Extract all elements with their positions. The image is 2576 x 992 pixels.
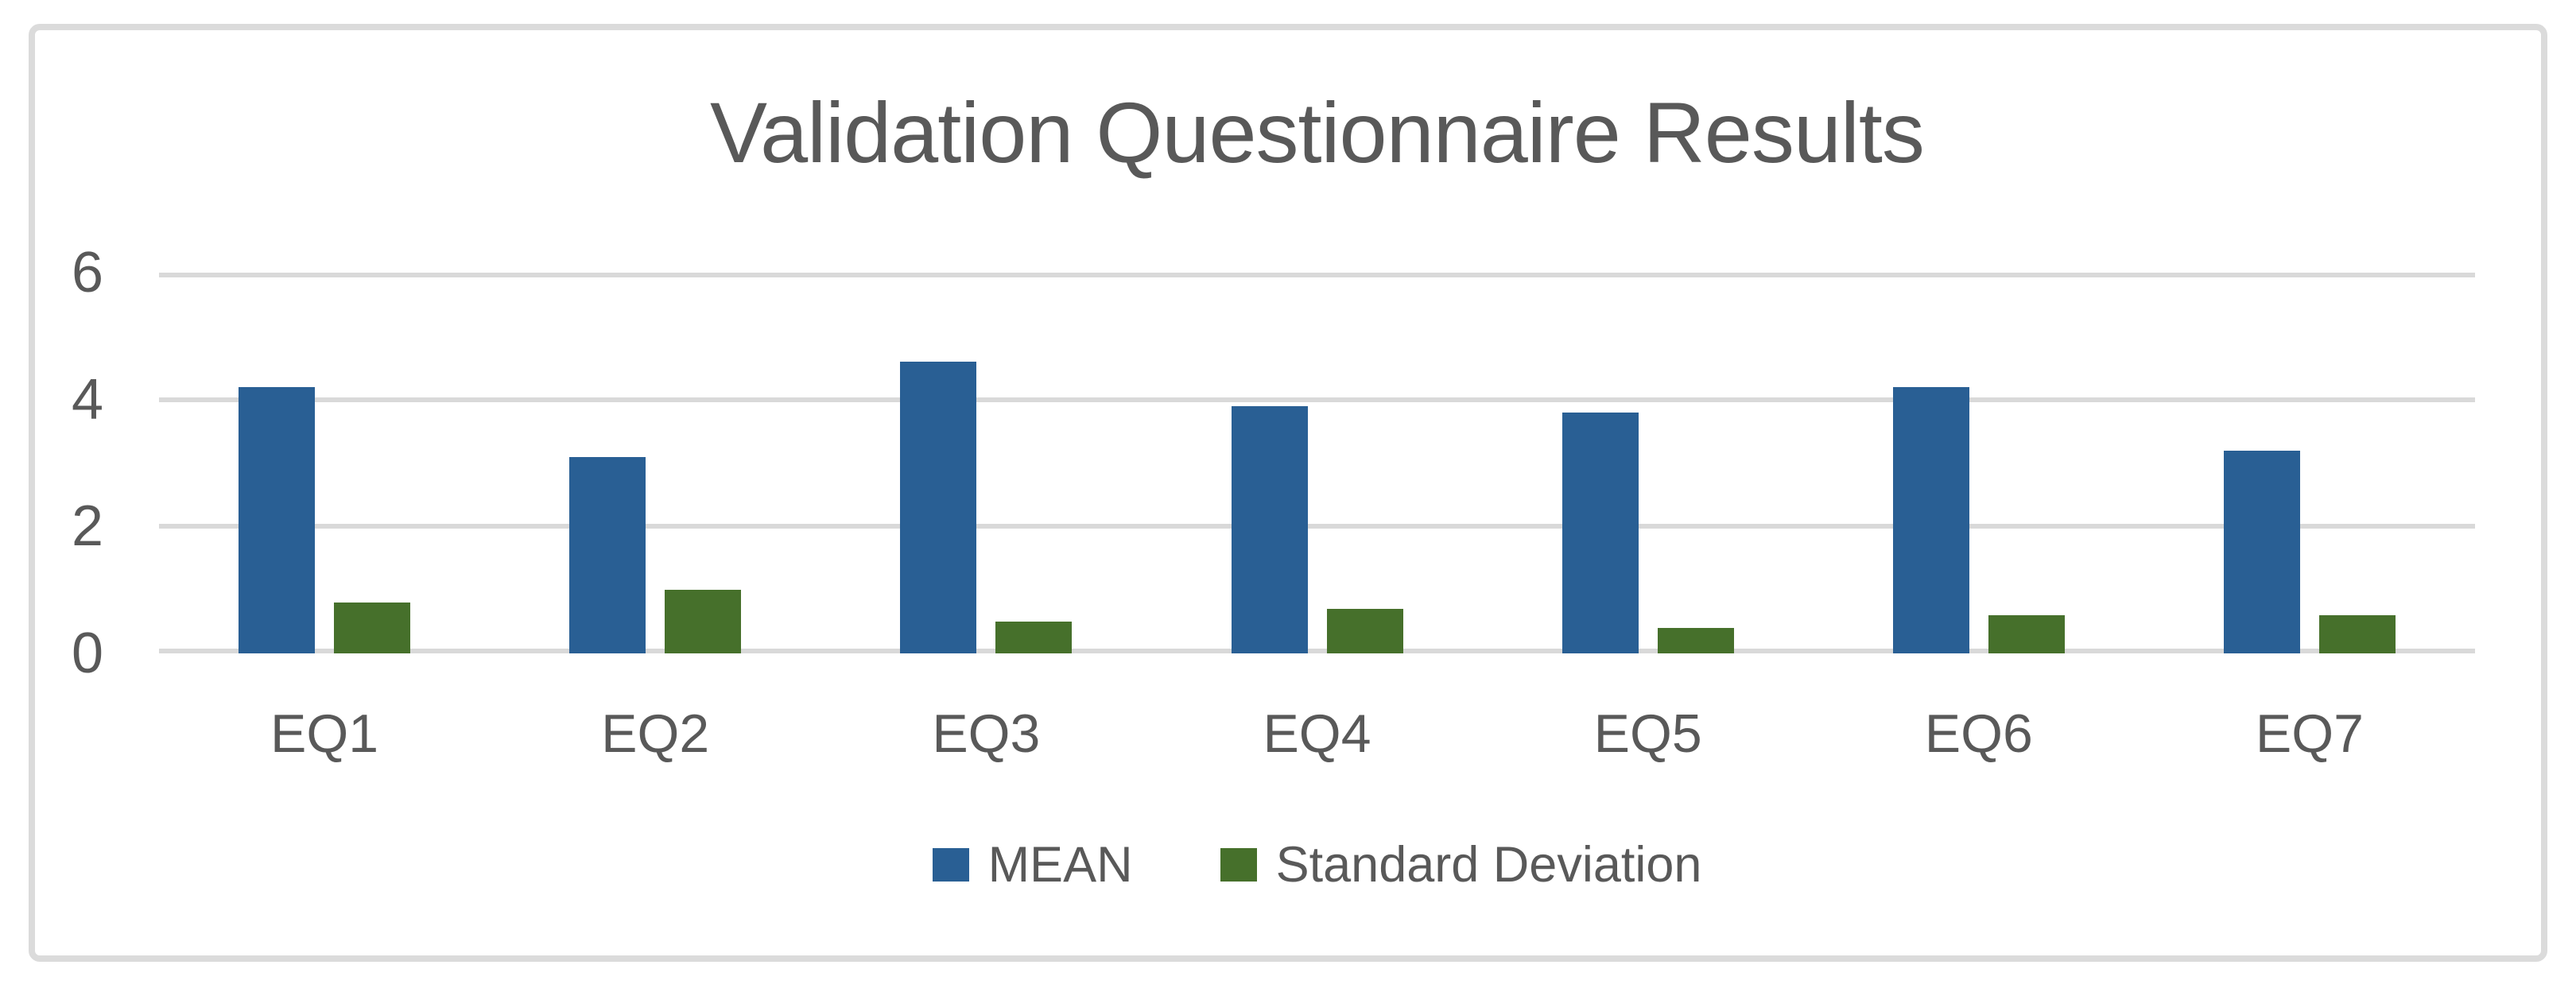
bar-eq7-mean bbox=[2223, 450, 2300, 653]
x-axis-tick-label: EQ6 bbox=[1924, 703, 2033, 764]
legend-swatch-icon bbox=[1220, 848, 1257, 882]
legend-swatch-icon bbox=[932, 848, 969, 882]
bar-eq7-standard-deviation bbox=[2318, 615, 2396, 653]
bar-eq2-standard-deviation bbox=[665, 590, 742, 653]
legend-item-standard-deviation: Standard Deviation bbox=[1220, 836, 1702, 893]
gridline-y2 bbox=[159, 524, 2475, 529]
y-axis-tick-label: 2 bbox=[71, 494, 103, 559]
y-axis-tick-label: 6 bbox=[71, 241, 103, 304]
bar-eq3-mean bbox=[900, 361, 977, 653]
x-axis-tick-label: EQ7 bbox=[2255, 703, 2364, 764]
x-axis-tick-label: EQ5 bbox=[1593, 703, 1702, 764]
legend: MEAN Standard Deviation bbox=[159, 830, 2475, 900]
bar-eq1-standard-deviation bbox=[334, 603, 411, 653]
gridline-y0 bbox=[159, 649, 2475, 653]
bar-eq5-mean bbox=[1562, 412, 1639, 653]
gridline-y6 bbox=[159, 273, 2475, 277]
legend-label: Standard Deviation bbox=[1275, 837, 1702, 893]
x-axis-tick-label: EQ2 bbox=[601, 703, 710, 764]
x-axis-tick-label: EQ3 bbox=[932, 703, 1041, 764]
bar-eq3-standard-deviation bbox=[995, 622, 1073, 653]
bar-eq5-standard-deviation bbox=[1657, 628, 1734, 653]
gridline-y4 bbox=[159, 397, 2475, 402]
legend-item-mean: MEAN bbox=[932, 836, 1133, 893]
bar-eq6-mean bbox=[1892, 386, 1969, 653]
y-axis-tick-label: 0 bbox=[71, 622, 103, 685]
bar-eq2-mean bbox=[569, 456, 646, 653]
chart-title: Validation Questionnaire Results bbox=[710, 84, 1925, 180]
bar-eq1-mean bbox=[239, 386, 316, 653]
x-axis-tick-label: EQ4 bbox=[1263, 703, 1371, 764]
y-axis-tick-label: 4 bbox=[71, 367, 103, 432]
plot-area bbox=[159, 273, 2475, 653]
x-axis-tick-label: EQ1 bbox=[270, 703, 379, 764]
legend-label: MEAN bbox=[987, 837, 1133, 893]
bar-eq4-standard-deviation bbox=[1326, 609, 1403, 653]
bar-eq6-standard-deviation bbox=[1988, 615, 2065, 653]
bar-eq4-mean bbox=[1231, 405, 1308, 653]
